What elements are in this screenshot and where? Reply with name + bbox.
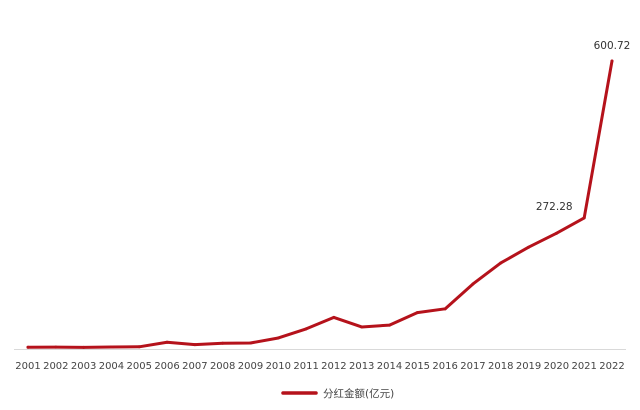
data-point-2001 — [26, 345, 30, 349]
x-tick-label-2016: 2016 — [432, 361, 457, 372]
x-tick-label-2008: 2008 — [210, 361, 235, 372]
data-point-2005 — [137, 345, 141, 349]
x-tick-label-2010: 2010 — [266, 361, 291, 372]
data-point-2004 — [109, 345, 113, 349]
data-point-2013 — [360, 325, 364, 329]
data-point-2021 — [582, 216, 586, 220]
data-point-2011 — [304, 327, 308, 331]
x-tick-label-2009: 2009 — [238, 361, 263, 372]
data-point-2012 — [332, 315, 336, 319]
data-point-2022 — [610, 59, 614, 63]
data-point-2014 — [388, 323, 392, 327]
legend-label: 分红金额(亿元) — [323, 387, 394, 400]
data-point-2019 — [527, 245, 531, 249]
x-tick-label-2005: 2005 — [127, 361, 152, 372]
data-point-2007 — [193, 343, 197, 347]
x-tick-label-2006: 2006 — [154, 361, 179, 372]
data-point-2009 — [248, 341, 252, 345]
data-point-2020 — [554, 231, 558, 235]
x-tick-labels: 2001 2002 2003 2004 2005 2006 2007 2008 2009 2010… — [15, 361, 624, 372]
data-point-2017 — [471, 282, 475, 286]
data-label-2022: 600.72 — [594, 40, 631, 52]
data-point-2008 — [221, 341, 225, 345]
x-tick-label-2022: 2022 — [599, 361, 624, 372]
x-tick-label-2014: 2014 — [377, 361, 402, 372]
data-label-2021: 272.28 — [536, 201, 573, 213]
x-tick-label-2018: 2018 — [488, 361, 513, 372]
data-point-2010 — [276, 336, 280, 340]
x-tick-label-2003: 2003 — [71, 361, 96, 372]
x-tick-label-2020: 2020 — [544, 361, 569, 372]
series-layer — [26, 59, 614, 349]
data-point-2016 — [443, 307, 447, 311]
x-tick-label-2011: 2011 — [293, 361, 318, 372]
data-point-2018 — [499, 261, 503, 265]
series-line — [26, 59, 614, 349]
x-tick-label-2001: 2001 — [15, 361, 40, 372]
x-tick-label-2019: 2019 — [516, 361, 541, 372]
data-labels: 272.28 600.72 — [536, 40, 631, 213]
x-tick-label-2021: 2021 — [571, 361, 596, 372]
x-tick-label-2007: 2007 — [182, 361, 207, 372]
data-point-2015 — [415, 311, 419, 315]
legend: 分红金额(亿元) — [281, 387, 394, 400]
data-point-2006 — [165, 340, 169, 344]
x-tick-label-2017: 2017 — [460, 361, 485, 372]
data-point-2003 — [82, 345, 86, 349]
data-point-2002 — [54, 345, 58, 349]
x-tick-label-2004: 2004 — [99, 361, 124, 372]
x-tick-label-2013: 2013 — [349, 361, 374, 372]
x-tick-label-2015: 2015 — [405, 361, 430, 372]
x-tick-label-2012: 2012 — [321, 361, 346, 372]
x-tick-label-2002: 2002 — [43, 361, 68, 372]
